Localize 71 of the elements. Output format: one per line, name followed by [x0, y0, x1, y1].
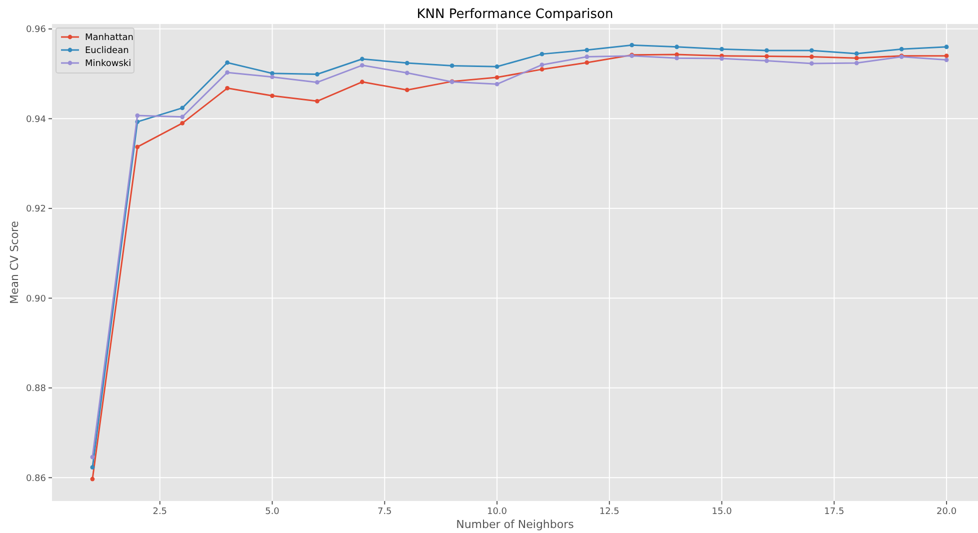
point — [360, 80, 364, 84]
point — [450, 64, 454, 68]
y-tick-label: 0.94 — [26, 114, 46, 125]
point — [809, 48, 814, 53]
legend-label: Euclidean — [85, 46, 129, 56]
x-tick-label: 15.0 — [712, 507, 732, 517]
point — [360, 63, 364, 68]
point — [764, 58, 769, 63]
point — [404, 60, 410, 66]
point — [360, 56, 364, 62]
point — [674, 56, 680, 60]
point — [584, 48, 590, 52]
point — [315, 80, 320, 85]
point — [494, 82, 500, 86]
point — [225, 60, 230, 65]
point — [674, 44, 680, 50]
point — [90, 476, 95, 482]
point — [180, 106, 185, 110]
point — [944, 44, 949, 50]
x-tick-label: 5.0 — [265, 507, 280, 517]
x-tick-label: 10.0 — [486, 507, 508, 517]
point — [225, 70, 230, 75]
point — [270, 74, 274, 80]
y-tick-label: 0.90 — [26, 294, 46, 304]
point — [540, 62, 544, 68]
point — [854, 51, 859, 56]
x-axis-title: Number of Neighbors — [456, 518, 574, 531]
y-tick-label: 0.96 — [26, 25, 46, 36]
point — [899, 46, 904, 52]
point — [630, 42, 634, 48]
point — [180, 114, 185, 120]
x-tick-label: 17.5 — [824, 507, 844, 517]
point — [404, 88, 410, 92]
point — [720, 56, 724, 61]
point — [90, 465, 95, 470]
point — [180, 120, 185, 126]
point — [854, 60, 859, 66]
y-tick-label: 0.88 — [26, 384, 46, 394]
point — [584, 54, 590, 59]
point — [494, 64, 500, 69]
point — [809, 61, 814, 66]
point — [135, 113, 140, 118]
y-tick-label: 0.92 — [26, 204, 46, 215]
point — [764, 54, 769, 59]
point — [809, 54, 814, 59]
point — [494, 75, 500, 80]
y-tick-label: 0.86 — [26, 474, 46, 484]
point — [315, 72, 320, 76]
point — [270, 94, 274, 98]
point — [135, 144, 140, 150]
point — [540, 67, 544, 72]
x-tick-label: 7.5 — [377, 507, 392, 517]
x-tick-label: 12.5 — [599, 507, 620, 517]
chart-title: KNN Performance Comparison — [416, 7, 614, 22]
point — [225, 86, 230, 90]
point — [854, 56, 859, 60]
point — [720, 46, 724, 52]
point — [944, 54, 949, 58]
point — [944, 58, 949, 62]
point — [90, 454, 95, 460]
y-axis-title: Mean CV Score — [8, 220, 21, 304]
point — [540, 52, 544, 56]
point — [584, 60, 590, 65]
point — [764, 48, 769, 53]
legend-label: Minkowski — [85, 59, 132, 70]
x-tick-label: 2.5 — [152, 507, 168, 517]
point — [404, 70, 410, 76]
legend-label: Manhattan — [85, 33, 134, 44]
point — [270, 71, 274, 76]
x-tick-label: 20.0 — [936, 507, 957, 517]
point — [315, 98, 320, 104]
